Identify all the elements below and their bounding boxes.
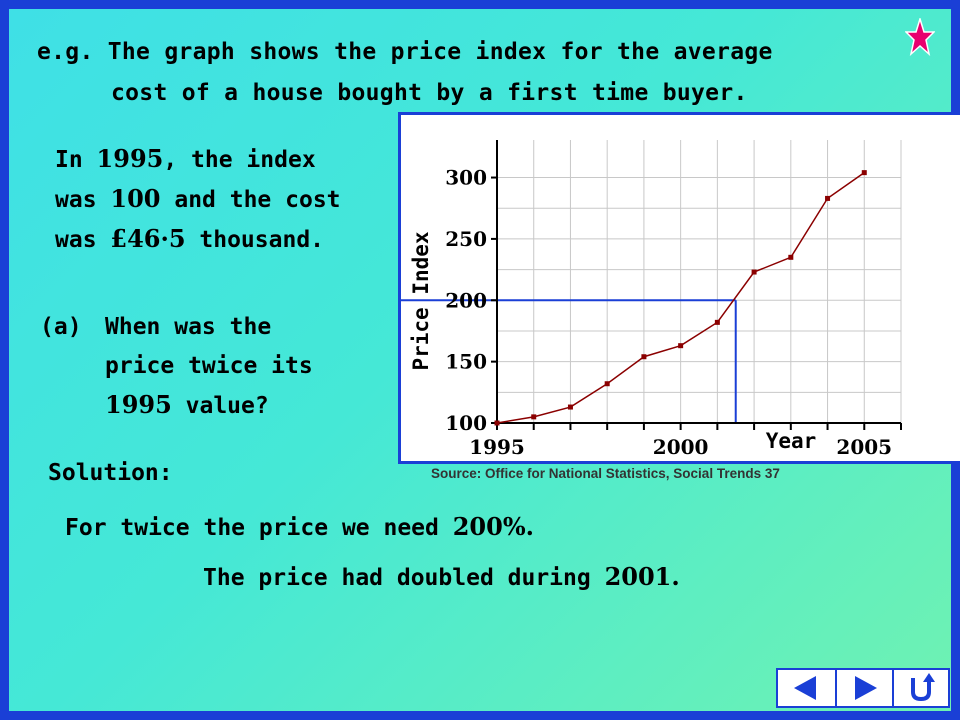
question-label: (a) [40,314,82,340]
data-point [751,269,757,275]
intro-text: In [55,147,97,173]
nav-divider [892,668,894,708]
data-point [714,319,720,325]
intro-cost: £46·5 [110,224,186,253]
grid-lines [496,140,902,424]
data-point [825,195,831,201]
question-line-2: price twice its [105,353,313,379]
intro-text: and the cost [160,187,341,213]
solution-text: The price had doubled during [203,565,605,591]
header-line-1: e.g. The graph shows the price index for… [37,39,773,65]
intro-line-3: was £46·5 thousand. [55,220,324,259]
nav-divider [835,668,837,708]
question-line-3: 1995 value? [105,386,269,425]
solution-percent: 200%. [452,512,534,541]
intro-year: 1995 [96,144,164,173]
next-button[interactable] [837,668,892,708]
intro-line-1: In 1995, the index [55,140,316,179]
source-note: Source: Office for National Statistics, … [431,466,780,481]
data-point [861,170,867,176]
y-axis-label: Price Index [409,231,433,370]
solution-year: 2001. [604,562,680,591]
x-tick-label: 2005 [836,435,892,459]
intro-line-2: was 100 and the cost [55,180,341,219]
header-line-2: cost of a house bought by a first time b… [111,80,748,106]
solution-line-2: The price had doubled during 2001. [203,558,680,597]
intro-text: was [55,227,111,253]
x-tick-label: 2000 [653,435,709,459]
data-point [788,254,794,260]
question-year: 1995 [105,390,172,419]
solution-line-1: For twice the price we need 200%. [65,508,534,547]
solution-heading: Solution: [48,460,173,486]
arrow-left-icon [794,676,816,700]
question-text: value? [171,393,269,419]
y-tick-label: 250 [445,227,487,251]
tick-labels: 100 150 200 250 300 1995 2000 2005 [445,166,892,459]
guide-lines [401,299,737,423]
data-point [567,404,573,410]
chart-frame: 100 150 200 250 300 1995 2000 2005 Price Index … [398,112,960,464]
series-line [494,170,867,426]
data-point [604,381,610,387]
y-tick-label: 150 [445,350,487,374]
intro-text: , the index [163,147,316,173]
intro-index: 100 [110,184,161,213]
question-line-1: When was the [105,314,272,340]
solution-text: For twice the price we need [65,515,453,541]
data-point [678,343,684,349]
intro-text: was [55,187,111,213]
return-arrow-icon [911,673,935,702]
prev-button[interactable] [778,668,835,708]
data-point [494,420,500,426]
return-button[interactable] [894,668,948,708]
data-point [531,414,537,420]
intro-text: thousand. [185,227,325,253]
x-axis-label: Year [766,429,817,453]
x-tick-label: 1995 [469,435,525,459]
arrow-right-icon [855,676,877,700]
data-point [641,354,647,360]
y-tick-label: 200 [445,288,487,312]
axes [491,140,902,430]
y-tick-label: 300 [445,166,487,190]
star-icon[interactable] [905,18,935,56]
y-tick-label: 100 [445,411,487,435]
